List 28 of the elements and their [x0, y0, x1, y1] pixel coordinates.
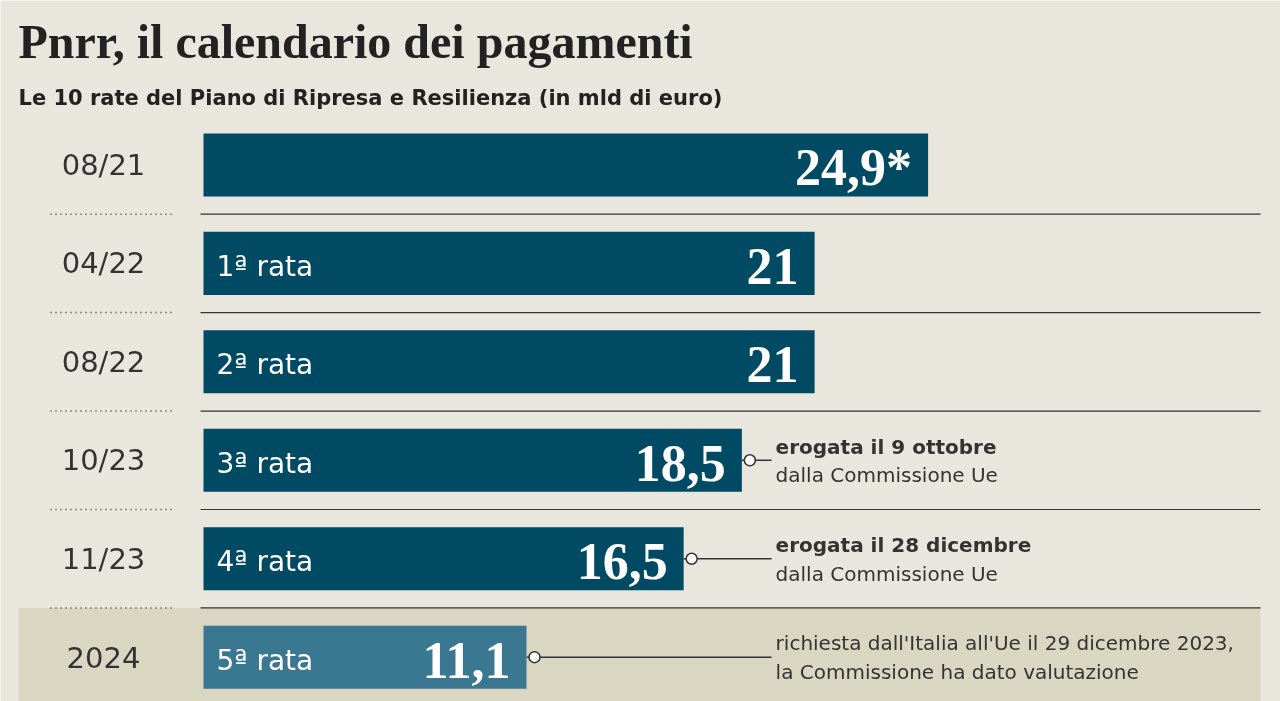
annotation: erogata il 28 dicembre dalla Commissione Ue [775, 532, 1032, 586]
annotation: 2ª rata [216, 348, 314, 382]
bar [203, 428, 742, 492]
data-label: 24,9* [795, 139, 913, 197]
annotation: 3ª rata [216, 446, 314, 480]
data-label: 11,1 [422, 631, 511, 689]
data-label: 18,5 [634, 434, 726, 492]
y-tick-label: 04/22 [61, 246, 146, 281]
bar [203, 231, 815, 295]
annotation: richiesta dall'Italia all'Ue il 29 dicembre 2023, la Commissione ha dato valutazione [775, 631, 1234, 684]
annotation: 1ª rata [216, 249, 314, 283]
bar [203, 133, 929, 197]
y-tick-label: 08/21 [61, 147, 146, 182]
annotation: 4ª rata [216, 545, 314, 579]
data-label: 21 [746, 336, 799, 394]
bar [203, 330, 815, 394]
bar [203, 625, 527, 689]
data-label: 16,5 [576, 533, 668, 591]
chart-title: Pnrr, il calendario dei pagamenti [18, 15, 693, 69]
y-tick-label: 2024 [66, 640, 141, 675]
y-tick-label: 11/23 [61, 541, 146, 576]
chart-subtitle: Le 10 rate del Piano di Ripresa e Resilienza (in mld di euro) [18, 85, 723, 110]
y-tick-label: 10/23 [61, 443, 146, 478]
annotation: erogata il 9 ottobre dalla Commissione Ue [775, 434, 998, 488]
annotation: 5ª rata [216, 643, 314, 677]
bar [203, 527, 684, 591]
data-label: 21 [746, 237, 799, 295]
y-tick-label: 08/22 [61, 344, 146, 379]
